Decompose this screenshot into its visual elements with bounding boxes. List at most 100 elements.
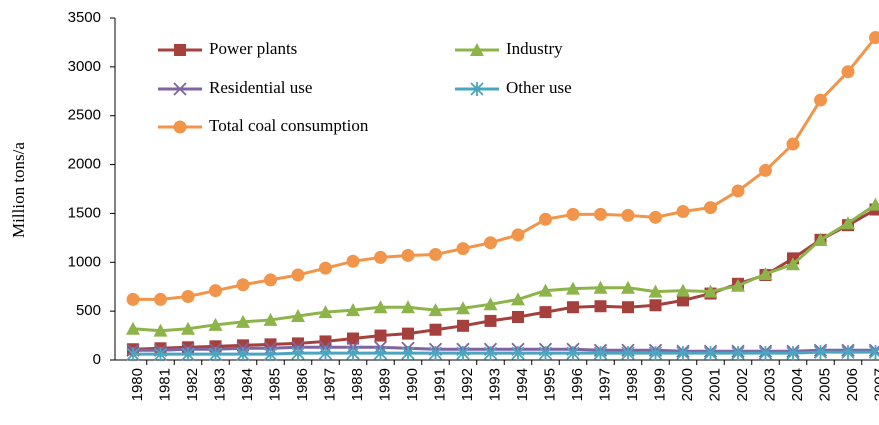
- marker: [236, 347, 250, 362]
- marker-shape: [566, 207, 580, 221]
- x-tick-label: 1995: [541, 368, 558, 401]
- marker-shape: [676, 346, 690, 361]
- marker: [428, 346, 443, 361]
- marker: [401, 346, 415, 361]
- marker-shape: [648, 284, 663, 298]
- marker-shape: [208, 347, 223, 362]
- marker: [428, 303, 443, 317]
- marker-shape: [704, 201, 717, 215]
- marker: [566, 346, 580, 361]
- marker: [346, 346, 360, 361]
- marker-shape: [759, 163, 772, 177]
- series-line: [133, 350, 876, 356]
- marker-shape: [731, 184, 745, 198]
- marker: [621, 280, 635, 294]
- marker: [511, 292, 525, 306]
- marker: [813, 232, 828, 246]
- marker: [538, 283, 553, 297]
- marker: [676, 283, 690, 297]
- marker-shape: [566, 346, 580, 361]
- marker: [402, 327, 414, 340]
- x-tick-label: 2006: [844, 368, 861, 401]
- marker: [429, 323, 442, 336]
- marker: [373, 346, 388, 361]
- marker-shape: [566, 281, 580, 295]
- marker: [676, 346, 690, 361]
- x-tick-label: 1993: [486, 368, 503, 401]
- marker: [483, 346, 498, 361]
- marker-shape: [731, 278, 745, 292]
- marker-shape: [594, 300, 607, 313]
- marker-shape: [814, 93, 827, 107]
- marker: [814, 93, 827, 107]
- marker: [841, 65, 855, 79]
- marker: [566, 281, 580, 295]
- y-tick-label: 3000: [68, 58, 101, 75]
- marker: [181, 347, 195, 362]
- marker-shape: [539, 212, 552, 226]
- marker: [759, 163, 772, 177]
- marker: [649, 299, 662, 312]
- marker-shape: [153, 323, 168, 337]
- x-tick-label: 2001: [706, 368, 723, 401]
- x-tick-label: 1999: [651, 368, 668, 401]
- marker: [209, 284, 222, 298]
- marker-shape: [401, 300, 415, 314]
- x-tick-label: 1989: [376, 368, 393, 401]
- marker: [126, 292, 140, 306]
- marker: [703, 284, 718, 298]
- y-tick-label: 2500: [68, 107, 101, 124]
- marker-shape: [429, 323, 442, 336]
- marker: [208, 317, 223, 331]
- marker-shape: [153, 347, 168, 362]
- marker: [456, 301, 470, 315]
- marker-shape: [538, 283, 553, 297]
- marker: [483, 297, 498, 311]
- marker: [538, 346, 553, 361]
- marker-shape: [346, 346, 360, 361]
- x-tick-label: 2007: [871, 368, 879, 401]
- marker-shape: [621, 280, 635, 294]
- marker-shape: [174, 44, 186, 56]
- x-tick-label: 1982: [184, 368, 201, 401]
- marker: [470, 43, 484, 56]
- marker: [622, 301, 634, 314]
- marker-shape: [813, 345, 828, 360]
- marker: [511, 228, 525, 242]
- marker-shape: [512, 311, 524, 324]
- marker: [593, 346, 608, 361]
- marker-shape: [869, 31, 879, 45]
- x-tick-label: 2003: [761, 368, 778, 401]
- marker: [208, 347, 223, 362]
- marker-shape: [402, 327, 414, 340]
- legend-label: Industry: [506, 39, 563, 58]
- marker: [813, 345, 828, 360]
- marker: [649, 210, 662, 224]
- marker: [319, 335, 332, 348]
- marker-shape: [318, 346, 333, 361]
- marker-shape: [786, 346, 800, 361]
- marker-shape: [346, 303, 360, 317]
- marker: [373, 300, 388, 314]
- marker-shape: [622, 301, 634, 314]
- marker-shape: [126, 321, 140, 335]
- marker-shape: [263, 312, 278, 326]
- marker-shape: [401, 248, 415, 262]
- marker: [153, 323, 168, 337]
- y-tick-label: 1500: [68, 204, 101, 221]
- marker: [539, 306, 552, 319]
- marker-shape: [236, 314, 250, 328]
- marker: [181, 289, 195, 303]
- marker-shape: [621, 346, 635, 361]
- marker: [648, 346, 663, 361]
- marker-shape: [291, 346, 305, 361]
- marker: [153, 347, 168, 362]
- marker-shape: [428, 303, 443, 317]
- x-tick-label: 1986: [294, 368, 311, 401]
- marker-shape: [841, 345, 855, 360]
- legend-label: Other use: [506, 78, 572, 97]
- marker-shape: [786, 257, 800, 271]
- marker-shape: [209, 284, 222, 298]
- marker: [374, 250, 387, 264]
- marker-shape: [511, 292, 525, 306]
